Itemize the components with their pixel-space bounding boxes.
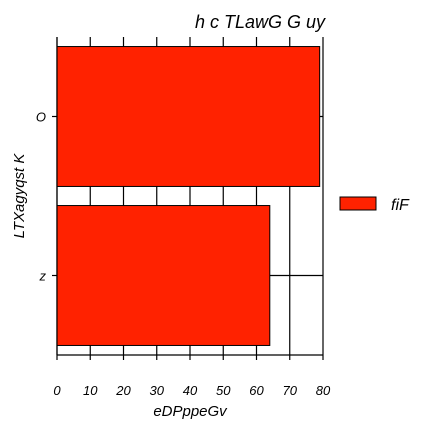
- x-tick-label: 60: [249, 383, 264, 398]
- bar-z: [56, 205, 271, 346]
- x-tick-label: 30: [150, 383, 165, 398]
- bars: [56, 46, 321, 346]
- x-tick-label: 70: [283, 383, 298, 398]
- legend: fiF: [339, 196, 410, 214]
- bar-O: [56, 46, 321, 187]
- legend-label: fiF: [391, 197, 410, 214]
- x-tick-labels: 0 10 20 30 40 50 60 70 80: [53, 383, 331, 398]
- y-tick-label: O: [36, 110, 46, 125]
- y-axis-title: LTXagyqst K: [11, 153, 28, 239]
- x-tick-label: 20: [115, 383, 131, 398]
- chart-title: h c TLawG G uy: [195, 12, 326, 32]
- y-tick-labels: Oz: [36, 110, 47, 284]
- x-tick-label: 0: [53, 383, 61, 398]
- x-tick-label: 50: [216, 383, 231, 398]
- legend-swatch: [339, 196, 377, 211]
- y-tick-label: z: [39, 269, 47, 284]
- x-tick-label: 80: [316, 383, 331, 398]
- x-tick-label: 10: [83, 383, 98, 398]
- x-axis-title: eDPppeGv: [153, 403, 228, 420]
- axes: [52, 37, 324, 360]
- x-tick-label: 40: [183, 383, 198, 398]
